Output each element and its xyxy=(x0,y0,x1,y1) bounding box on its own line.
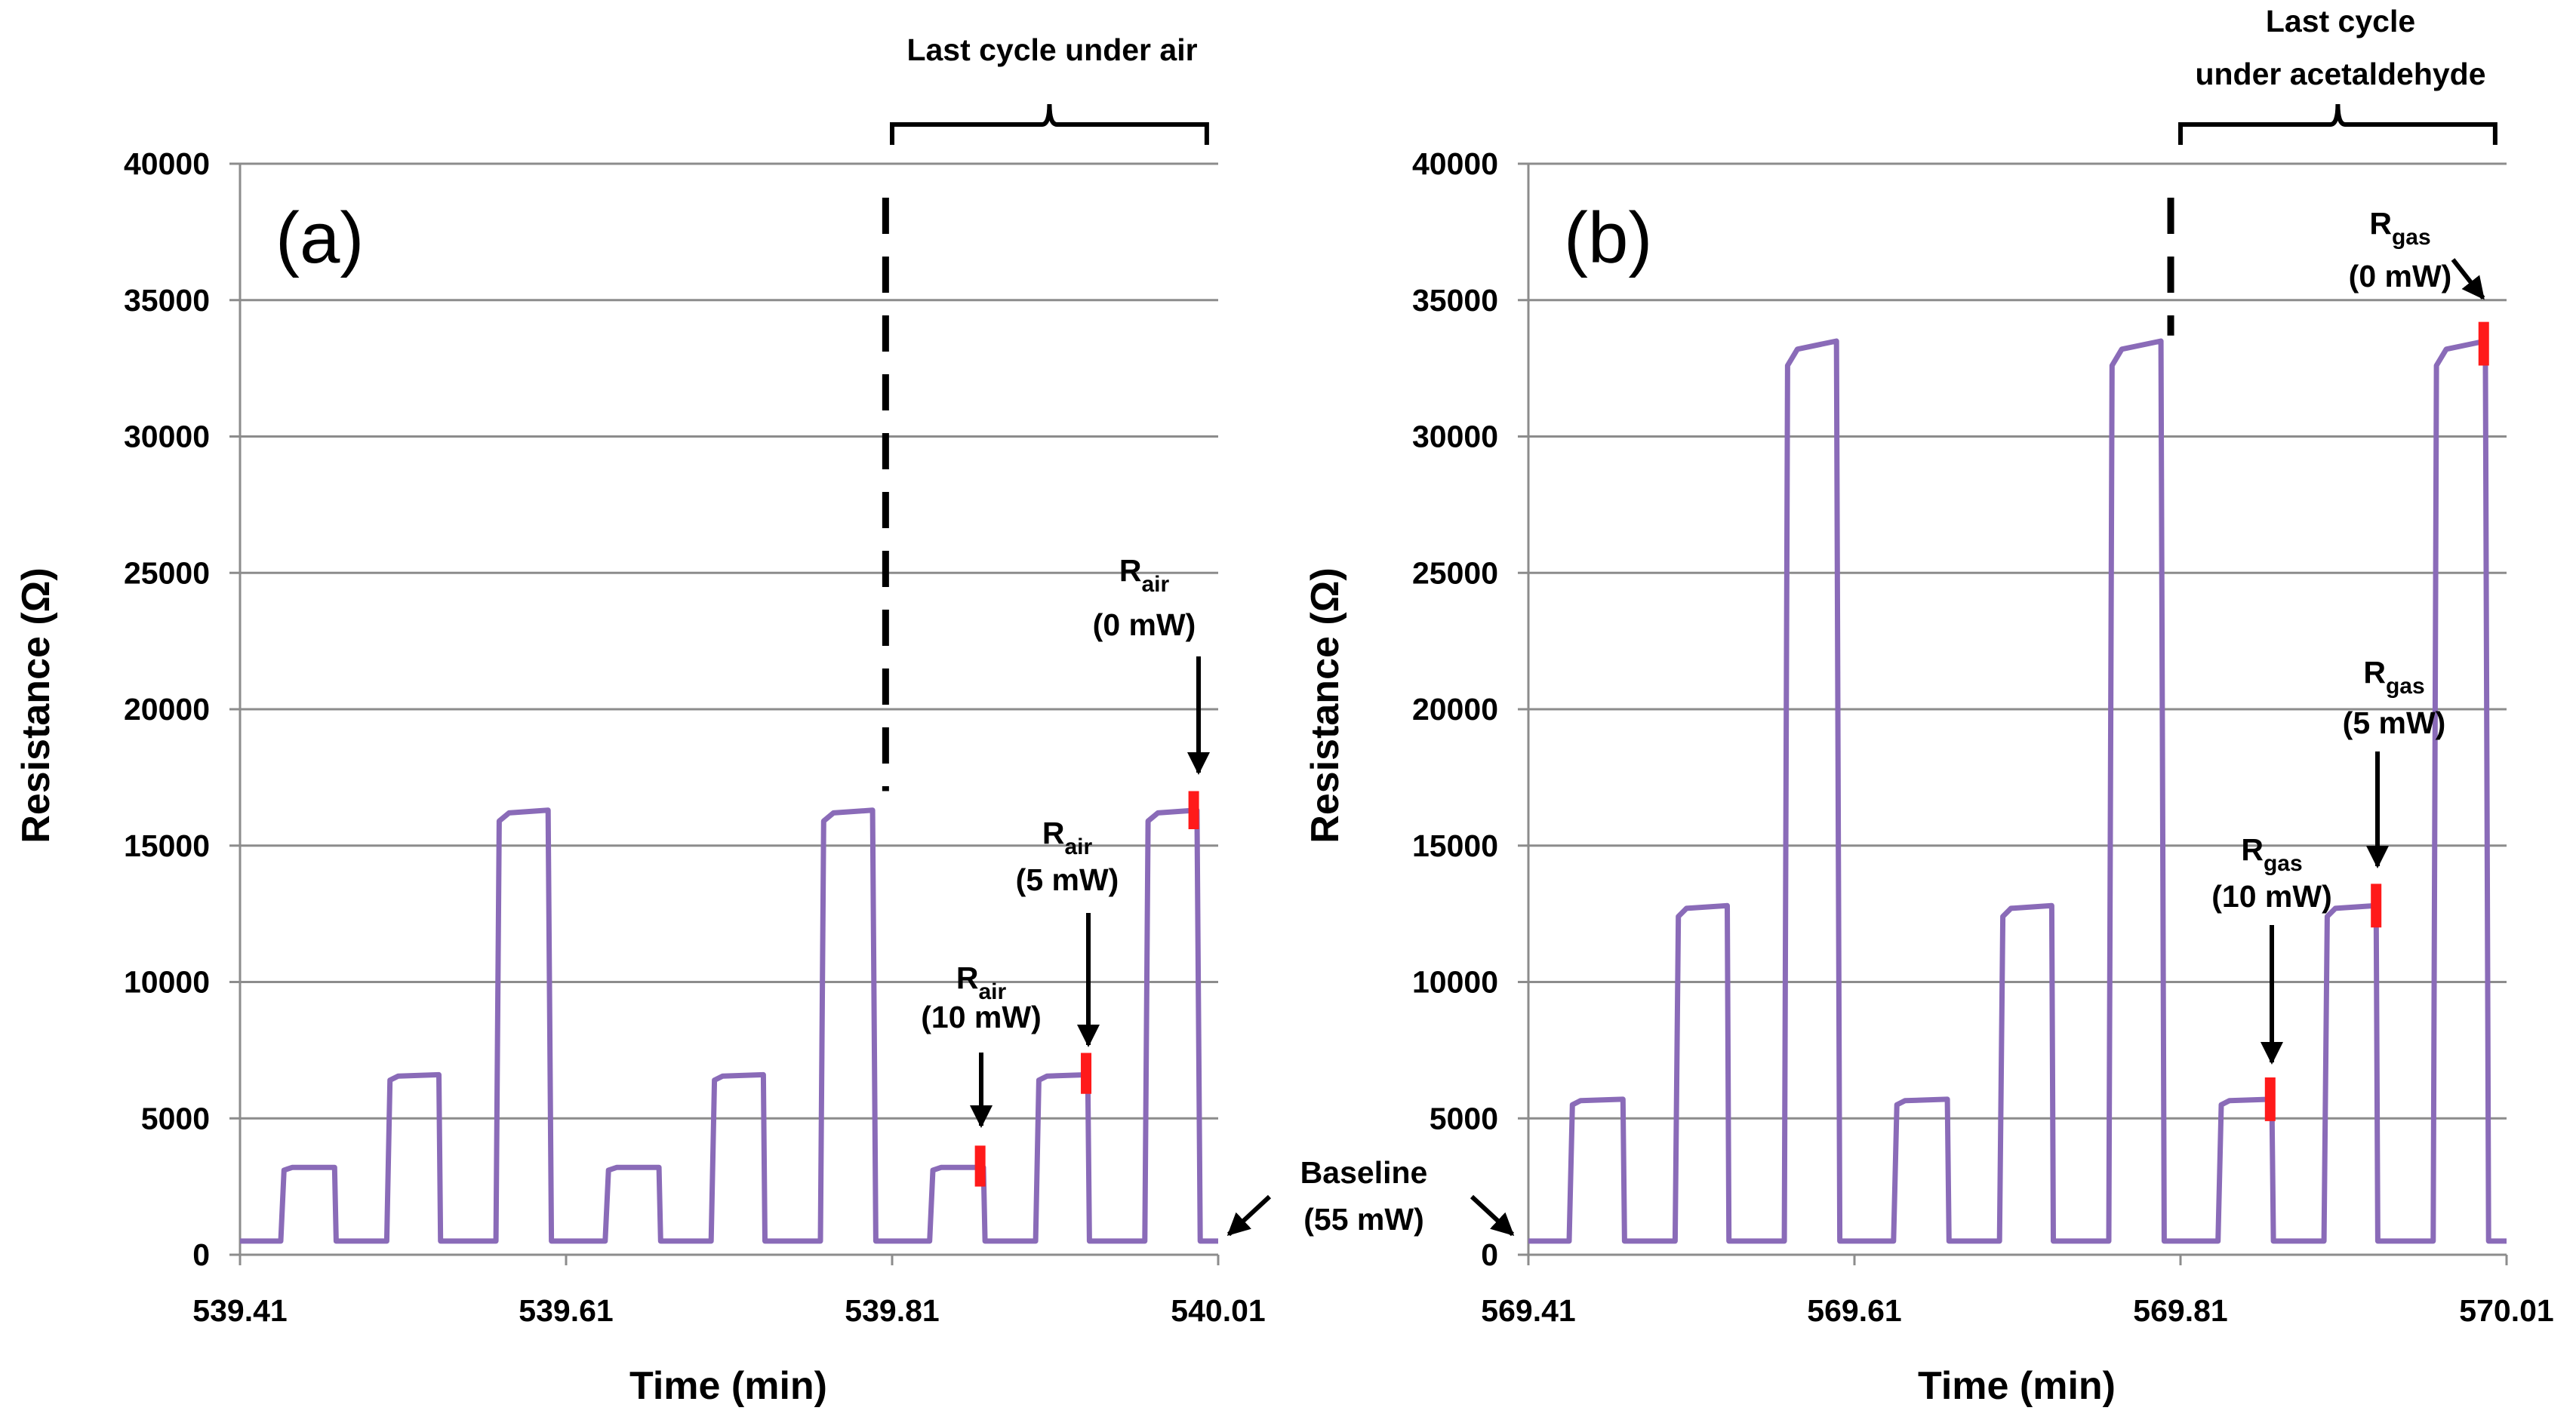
panel-b-y-ticks: 0 5000 10000 15000 20000 25000 30000 35000 40000 xyxy=(1412,146,1528,1272)
y-tick-label: 5000 xyxy=(1430,1101,1498,1136)
y-tick-label: 40000 xyxy=(124,146,210,181)
y-tick-label: 40000 xyxy=(1412,146,1498,181)
panel-b-bracket xyxy=(2178,103,2498,145)
panel-a-chart: 0 5000 10000 15000 20000 25000 30000 35000 40000… xyxy=(14,32,1515,1408)
annotation-r-label: Rgas xyxy=(2241,832,2302,876)
panel-b-label: (b) xyxy=(1564,198,1652,278)
panel-a-x-ticks: 539.41 539.61 539.81 540.01 xyxy=(192,1255,1266,1328)
baseline-value: (55 mW) xyxy=(1303,1202,1423,1237)
annotation-arrow xyxy=(2451,258,2485,300)
panel-a-x-axis-title: Time (min) xyxy=(629,1364,827,1408)
y-tick-label: 20000 xyxy=(124,692,210,727)
panel-a-baseline-annotation: Baseline (55 mW) xyxy=(1226,1155,1515,1237)
x-tick-label: 539.81 xyxy=(845,1293,939,1328)
annotation-r-label: Rgas xyxy=(2369,206,2430,250)
panel-b-y-axis-title: Resistance (Ω) xyxy=(1303,567,1347,843)
baseline-arrow-a xyxy=(1226,1194,1272,1237)
panel-a-label: (a) xyxy=(275,198,364,278)
annotation-r-label: Rair xyxy=(1042,816,1093,859)
x-tick-label: 569.41 xyxy=(1481,1293,1575,1328)
panel-b-grid xyxy=(1528,162,2507,1120)
baseline-arrow-b xyxy=(1470,1194,1515,1237)
x-tick-label: 539.41 xyxy=(192,1293,287,1328)
y-tick-label: 15000 xyxy=(1412,828,1498,863)
annotation-r-label: Rair xyxy=(956,960,1007,1004)
panel-a-bracket xyxy=(890,103,1209,145)
panel-a-bracket-label: Last cycle under air xyxy=(906,32,1197,67)
panel-b-x-axis-title: Time (min) xyxy=(1918,1364,2116,1408)
annotation-value: (10 mW) xyxy=(2211,879,2331,914)
panel-a-red-markers xyxy=(974,791,1199,1187)
y-tick-label: 0 xyxy=(1481,1237,1498,1272)
annotation-value: (10 mW) xyxy=(921,1000,1041,1034)
baseline-label: Baseline xyxy=(1300,1155,1428,1190)
x-tick-label: 539.61 xyxy=(519,1293,613,1328)
panel-b-annotation-0mw: Rgas (0 mW) xyxy=(2349,206,2485,300)
panel-a-resistance-line xyxy=(240,807,1218,1244)
panel-b-resistance-line xyxy=(1528,338,2507,1244)
y-tick-label: 10000 xyxy=(1412,965,1498,1000)
panel-a-annotation-10mw: Rair (10 mW) xyxy=(921,960,1042,1128)
panel-b-annotation-5mw: Rgas (5 mW) xyxy=(2343,655,2446,868)
y-tick-label: 10000 xyxy=(124,965,210,1000)
panel-b-bracket-label-line2: under acetaldehyde xyxy=(2195,57,2485,91)
y-tick-label: 0 xyxy=(192,1237,210,1272)
x-tick-label: 569.81 xyxy=(2133,1293,2227,1328)
panel-a-annotation-0mw: Rair (0 mW) xyxy=(1093,553,1210,775)
y-tick-label: 25000 xyxy=(1412,555,1498,590)
y-tick-label: 25000 xyxy=(124,555,210,590)
panel-a-annotation-5mw: Rair (5 mW) xyxy=(1016,816,1119,1047)
annotation-value: (0 mW) xyxy=(1093,607,1196,642)
y-tick-label: 20000 xyxy=(1412,692,1498,727)
y-tick-label: 15000 xyxy=(124,828,210,863)
annotation-value: (5 mW) xyxy=(2343,705,2446,740)
panel-b-x-ticks: 569.41 569.61 569.81 570.01 xyxy=(1481,1255,2554,1328)
y-tick-label: 5000 xyxy=(141,1101,210,1136)
annotation-r-label: Rair xyxy=(1119,553,1170,597)
panel-a-grid xyxy=(240,162,1218,1120)
panel-a-y-axis-title: Resistance (Ω) xyxy=(14,567,58,843)
y-tick-label: 30000 xyxy=(1412,420,1498,454)
y-tick-label: 35000 xyxy=(1412,283,1498,318)
panel-a-y-ticks: 0 5000 10000 15000 20000 25000 30000 35000 40000 xyxy=(124,146,240,1272)
x-tick-label: 540.01 xyxy=(1171,1293,1265,1328)
annotation-r-label: Rgas xyxy=(2363,655,2424,699)
panel-b-annotation-10mw: Rgas (10 mW) xyxy=(2211,832,2332,1065)
y-tick-label: 30000 xyxy=(124,420,210,454)
y-tick-label: 35000 xyxy=(124,283,210,318)
annotation-value: (0 mW) xyxy=(2349,259,2452,294)
annotation-value: (5 mW) xyxy=(1016,862,1119,897)
x-tick-label: 569.61 xyxy=(1807,1293,1901,1328)
panel-b-red-markers xyxy=(2264,321,2489,1121)
x-tick-label: 570.01 xyxy=(2459,1293,2553,1328)
panel-b-bracket-label-line1: Last cycle xyxy=(2266,4,2415,38)
panel-b-chart: 0 5000 10000 15000 20000 25000 30000 35000 40000… xyxy=(1303,4,2554,1408)
